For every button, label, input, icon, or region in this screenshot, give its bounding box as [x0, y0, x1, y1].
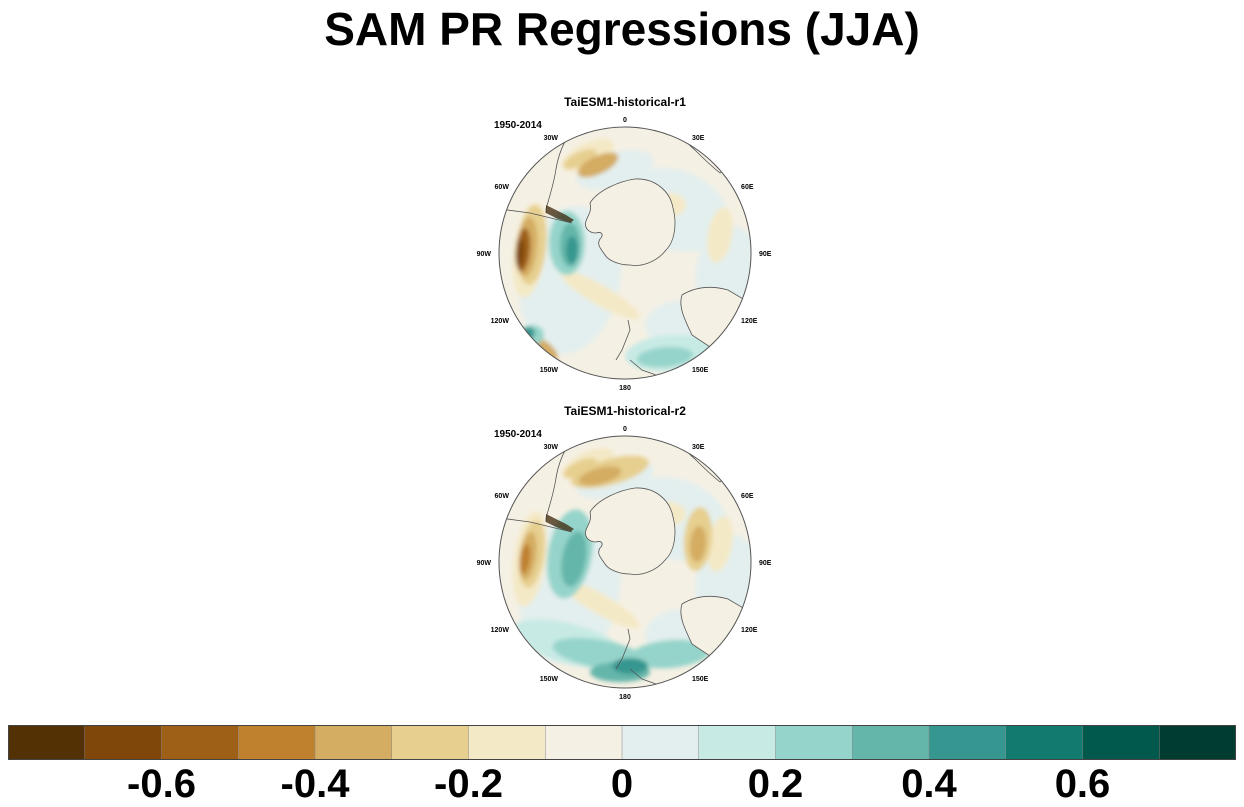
colorbar-bin	[1159, 725, 1236, 760]
colorbar-bin	[1005, 725, 1084, 760]
longitude-label: 60E	[741, 493, 754, 500]
andes-anomaly	[546, 514, 574, 532]
longitude-label: 30W	[544, 135, 559, 142]
anomaly-blob	[630, 639, 710, 669]
colorbar-bin	[314, 725, 393, 760]
colorbar-tick-label: 0.2	[747, 762, 804, 806]
new-zealand-south-coast	[629, 668, 657, 685]
anomaly-blob	[519, 544, 531, 574]
colorbar-tick-label: -0.6	[127, 762, 196, 806]
colorbar-bin	[852, 725, 930, 760]
south-america-coast	[545, 441, 571, 522]
figure-title: SAM PR Regressions (JJA)	[324, 3, 920, 55]
anomaly-blob	[561, 531, 587, 587]
longitude-label: 120W	[491, 318, 510, 325]
colorbar-frame	[8, 725, 1236, 760]
longitude-label: 0	[623, 426, 627, 433]
colorbar-bin	[698, 725, 777, 760]
colorbar-bin	[928, 725, 1007, 760]
colorbar-tick-label: -0.4	[280, 762, 350, 806]
andes-anomaly	[546, 205, 574, 223]
cape-horn-coast	[499, 517, 573, 533]
longitude-label: 60E	[741, 184, 754, 191]
anomaly-blob	[637, 346, 693, 368]
antarctica	[585, 178, 676, 266]
longitude-label: 120W	[491, 627, 510, 634]
longitude-label: 90W	[477, 560, 492, 567]
longitude-label: 30E	[692, 135, 705, 142]
longitude-label: 150W	[540, 676, 559, 683]
colorbar-bin	[8, 725, 86, 760]
colorbar-bin	[391, 725, 470, 760]
longitude-label: 120E	[741, 318, 758, 325]
colorbar	[8, 725, 1236, 760]
longitude-label: 120E	[741, 627, 758, 634]
map-panel-r1: TaiESM1-historical-r1 1950-2014 0 30E 60E 9…	[470, 95, 780, 395]
anomaly-blob	[707, 516, 733, 572]
map-border	[498, 126, 752, 380]
colorbar-bin	[1082, 725, 1160, 760]
map-border	[498, 435, 752, 689]
longitude-label: 0	[623, 117, 627, 124]
longitude-label: 150E	[692, 676, 709, 683]
longitude-label: 180	[619, 694, 631, 701]
anomaly-blob	[707, 207, 733, 263]
longitude-label: 30W	[544, 444, 559, 451]
longitude-label: 90E	[759, 251, 772, 258]
cape-horn-coast	[499, 208, 573, 224]
longitude-label: 30E	[692, 444, 705, 451]
colorbar-bin	[468, 725, 546, 760]
panel-period: 1950-2014	[494, 120, 542, 131]
new-zealand-coast	[615, 628, 631, 670]
panel-title: TaiESM1-historical-r1	[564, 95, 686, 109]
colorbar-tick-label: -0.2	[434, 762, 503, 806]
anomaly-blob	[689, 526, 707, 562]
polar-map: 0 30E 60E 90E 120E 150E 180 150W 120W 90W 60W 30W	[477, 426, 772, 701]
anomaly-blob	[560, 579, 640, 629]
colorbar-bin	[238, 725, 316, 760]
colorbar-tick-label: 0	[610, 762, 634, 806]
south-america-coast	[545, 132, 571, 213]
anomaly-blob	[563, 149, 597, 169]
longitude-label: 150E	[692, 367, 709, 374]
panel-period: 1950-2014	[494, 429, 542, 440]
anomaly-blob	[578, 466, 622, 486]
polar-map: 0 30E 60E 90E 120E 150E 180 150W 120W 90W 60W 30W	[477, 117, 772, 392]
new-zealand-south-coast	[629, 359, 657, 376]
longitude-label: 180	[619, 385, 631, 392]
anomaly-blob	[566, 236, 578, 264]
anomaly-blob	[515, 239, 525, 267]
colorbar-tick-label: 0.6	[1054, 762, 1111, 806]
longitude-label: 60W	[495, 493, 510, 500]
colorbar-bin	[84, 725, 163, 760]
colorbar-bin	[621, 725, 700, 760]
anomaly-blob	[563, 458, 597, 478]
anomaly-blob	[612, 658, 648, 674]
panel-title: TaiESM1-historical-r2	[564, 404, 686, 418]
colorbar-bin	[545, 725, 623, 760]
longitude-label: 150W	[540, 367, 559, 374]
antarctica	[585, 487, 676, 575]
colorbar-tick-label: 0.4	[901, 762, 957, 806]
map-panel-r2: TaiESM1-historical-r2 1950-2014 0 30E 60E 9…	[470, 404, 780, 704]
new-zealand-coast	[615, 319, 631, 361]
longitude-label: 90E	[759, 560, 772, 567]
longitude-label: 60W	[495, 184, 510, 191]
colorbar-bin	[775, 725, 853, 760]
longitude-label: 90W	[477, 251, 492, 258]
anomaly-blob	[577, 152, 619, 178]
anomaly-blob	[560, 270, 640, 320]
colorbar-bin	[161, 725, 239, 760]
